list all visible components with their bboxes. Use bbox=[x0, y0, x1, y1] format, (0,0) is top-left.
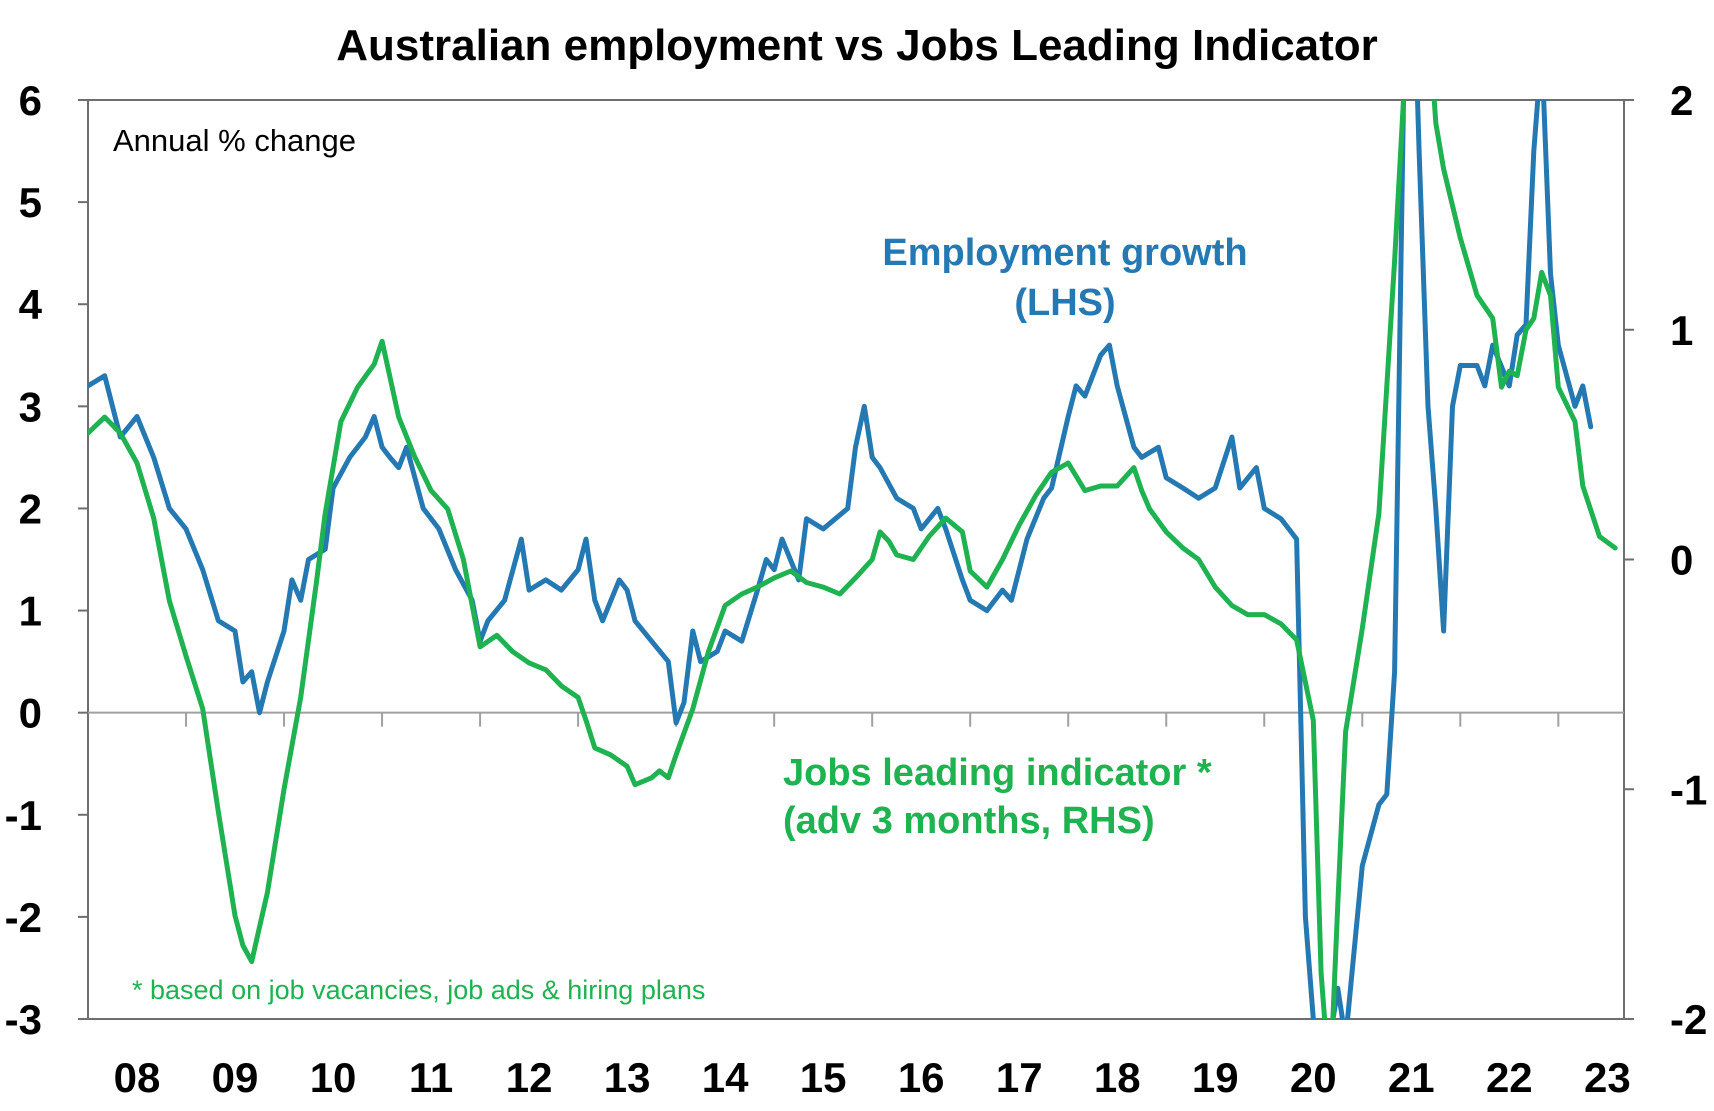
footnote: * based on job vacancies, job ads & hiri… bbox=[132, 975, 705, 1005]
y-left-tick-label: 2 bbox=[19, 485, 42, 532]
x-tick-label: 21 bbox=[1388, 1054, 1435, 1101]
series-label-employment: Employment growth bbox=[882, 232, 1247, 274]
series-label-employment-sub: (LHS) bbox=[1014, 282, 1115, 324]
y-axis-right: 2 1 0 -1 -2 bbox=[1624, 77, 1707, 1043]
x-tick-label: 19 bbox=[1192, 1054, 1239, 1101]
x-axis-labels: 08 09 10 11 12 13 14 15 16 17 18 19 20 21 22 23 bbox=[114, 1054, 1631, 1101]
y-left-tick-label: 5 bbox=[19, 179, 42, 226]
y-axis-left: 6 5 4 3 2 1 0 -1 -2 -3 bbox=[5, 77, 88, 1043]
y-left-tick-label: 0 bbox=[19, 690, 42, 737]
x-tick-label: 18 bbox=[1094, 1054, 1141, 1101]
y-left-tick-label: 3 bbox=[19, 383, 42, 430]
y-right-tick-label: 0 bbox=[1670, 537, 1693, 584]
x-tick-label: 17 bbox=[996, 1054, 1043, 1101]
series-label-jobs-indicator-sub: (adv 3 months, RHS) bbox=[783, 800, 1155, 842]
y-right-tick-label: 1 bbox=[1670, 307, 1693, 354]
y-right-tick-label: -1 bbox=[1670, 766, 1707, 813]
y-right-tick-label: -2 bbox=[1670, 996, 1707, 1043]
plot-area bbox=[87, 99, 1625, 1020]
x-tick-label: 14 bbox=[702, 1054, 749, 1101]
x-tick-label: 08 bbox=[114, 1054, 161, 1101]
y-left-tick-label: 4 bbox=[19, 281, 43, 328]
chart-title: Australian employment vs Jobs Leading In… bbox=[336, 21, 1378, 70]
x-tick-label: 15 bbox=[800, 1054, 847, 1101]
x-tick-label: 16 bbox=[898, 1054, 945, 1101]
y-left-tick-label: -3 bbox=[5, 996, 42, 1043]
series-layer bbox=[88, 100, 1618, 1019]
y-left-tick-label: 6 bbox=[19, 77, 42, 124]
series-label-jobs-indicator: Jobs leading indicator * bbox=[783, 752, 1212, 794]
x-tick-label: 11 bbox=[409, 1054, 453, 1101]
x-tick-label: 23 bbox=[1584, 1054, 1631, 1101]
x-tick-label: 13 bbox=[604, 1054, 651, 1101]
x-tick-label: 20 bbox=[1290, 1054, 1337, 1101]
series-line-employment-growth bbox=[88, 100, 1594, 1019]
x-tick-label: 12 bbox=[506, 1054, 553, 1101]
x-tick-label: 10 bbox=[310, 1054, 357, 1101]
x-axis-ticks bbox=[185, 712, 1560, 727]
x-tick-label: 09 bbox=[212, 1054, 259, 1101]
y-left-tick-label: -1 bbox=[5, 792, 42, 839]
y-left-tick-label: -2 bbox=[5, 894, 42, 941]
y-right-tick-label: 2 bbox=[1670, 77, 1693, 124]
series-line-jobs-leading-indicator bbox=[88, 100, 1618, 1019]
x-tick-label: 22 bbox=[1486, 1054, 1533, 1101]
units-note: Annual % change bbox=[113, 123, 356, 158]
y-left-tick-label: 1 bbox=[19, 588, 42, 635]
